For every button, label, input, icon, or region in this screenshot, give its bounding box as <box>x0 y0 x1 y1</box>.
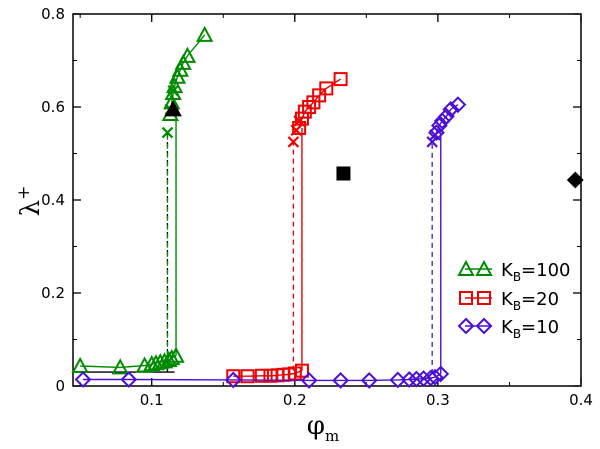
legend-subscript: B <box>513 270 521 284</box>
data-point <box>178 46 197 63</box>
black-point <box>566 171 584 189</box>
data-point <box>240 369 255 384</box>
data-point <box>167 346 185 363</box>
legend-item-3: KB=10 <box>457 317 559 341</box>
y-tick-label: 0.8 <box>41 5 65 23</box>
legend-subscript: B <box>513 327 521 341</box>
data-point <box>294 363 309 378</box>
legend-marker <box>457 317 475 335</box>
data-point <box>332 372 350 389</box>
cross-point <box>426 136 438 148</box>
data-point <box>333 72 348 87</box>
data-point <box>400 371 418 388</box>
legend-symbol: K <box>501 260 514 281</box>
data-point <box>433 112 451 130</box>
legend-symbol: K <box>501 289 514 310</box>
legend-marker <box>475 259 493 276</box>
data-point <box>438 107 455 125</box>
data-point <box>226 369 241 384</box>
axis-ticks <box>73 13 582 387</box>
x-axis-subscript: m <box>325 427 339 445</box>
data-point <box>449 96 467 114</box>
x-tick-label: 0.4 <box>569 391 593 409</box>
legend-symbol: K <box>501 317 514 338</box>
legend-marker <box>477 291 491 305</box>
x-tick-labels: 0.1 0.2 0.3 0.4 <box>140 391 593 409</box>
data-point <box>111 358 129 375</box>
cross-point <box>287 136 300 148</box>
data-point <box>408 370 425 388</box>
data-point <box>442 100 460 118</box>
series-2 <box>226 72 348 384</box>
data-point <box>195 25 214 42</box>
legend-value: =10 <box>521 317 559 338</box>
y-axis-superscript: + <box>14 186 34 200</box>
x-tick-label: 0.2 <box>283 391 307 409</box>
data-point <box>297 104 312 119</box>
y-tick-label: 0.6 <box>41 98 65 116</box>
black-point <box>336 166 351 181</box>
data-point <box>389 371 407 389</box>
series-layer <box>71 25 467 389</box>
cross-point <box>429 129 441 141</box>
legend-item-1: KB=100 <box>457 259 571 284</box>
x-axis-title: φm <box>307 411 339 445</box>
data-point <box>160 350 178 367</box>
data-point <box>74 371 92 388</box>
x-axis-symbol: φ <box>307 411 325 441</box>
data-point <box>254 368 269 383</box>
y-axis-symbol: λ <box>16 200 46 216</box>
series-1 <box>71 25 214 375</box>
data-point <box>71 356 89 374</box>
data-point <box>155 352 174 369</box>
cross-point <box>161 126 174 139</box>
y-axis-title: λ+ <box>14 186 46 217</box>
data-point <box>163 348 181 366</box>
cross-point <box>293 115 305 127</box>
cross-point <box>290 124 303 137</box>
black-point <box>164 100 182 117</box>
guide-lines <box>80 132 175 373</box>
y-tick-label: 0.2 <box>41 284 65 302</box>
data-point <box>360 372 378 389</box>
x-tick-label: 0.1 <box>140 391 164 409</box>
legend-label: KB=20 <box>501 289 559 313</box>
legend-item-2: KB=20 <box>459 289 559 313</box>
legend-marker <box>459 291 473 305</box>
data-point <box>426 368 444 386</box>
cross-point <box>167 84 179 97</box>
data-point <box>432 365 450 383</box>
x-tick-label: 0.3 <box>426 391 450 409</box>
data-point <box>120 371 138 388</box>
black-markers <box>164 100 584 189</box>
data-point <box>430 117 448 135</box>
data-point <box>224 371 242 389</box>
y-tick-labels: 0 0.2 0.4 0.6 0.8 <box>41 5 65 395</box>
data-point <box>287 366 302 381</box>
legend-value: =100 <box>521 260 570 281</box>
legend-value: =20 <box>521 289 559 310</box>
y-tick-label: 0.4 <box>41 191 65 209</box>
legend-label: KB=100 <box>501 260 571 284</box>
legend-label: KB=10 <box>501 317 559 341</box>
y-tick-label: 0 <box>55 377 65 395</box>
data-point <box>319 81 334 96</box>
legend-marker <box>457 259 475 276</box>
legend-marker <box>475 317 493 335</box>
series-3 <box>74 96 467 389</box>
data-point <box>302 100 317 114</box>
legend-subscript: B <box>513 299 521 313</box>
data-point <box>300 372 318 389</box>
